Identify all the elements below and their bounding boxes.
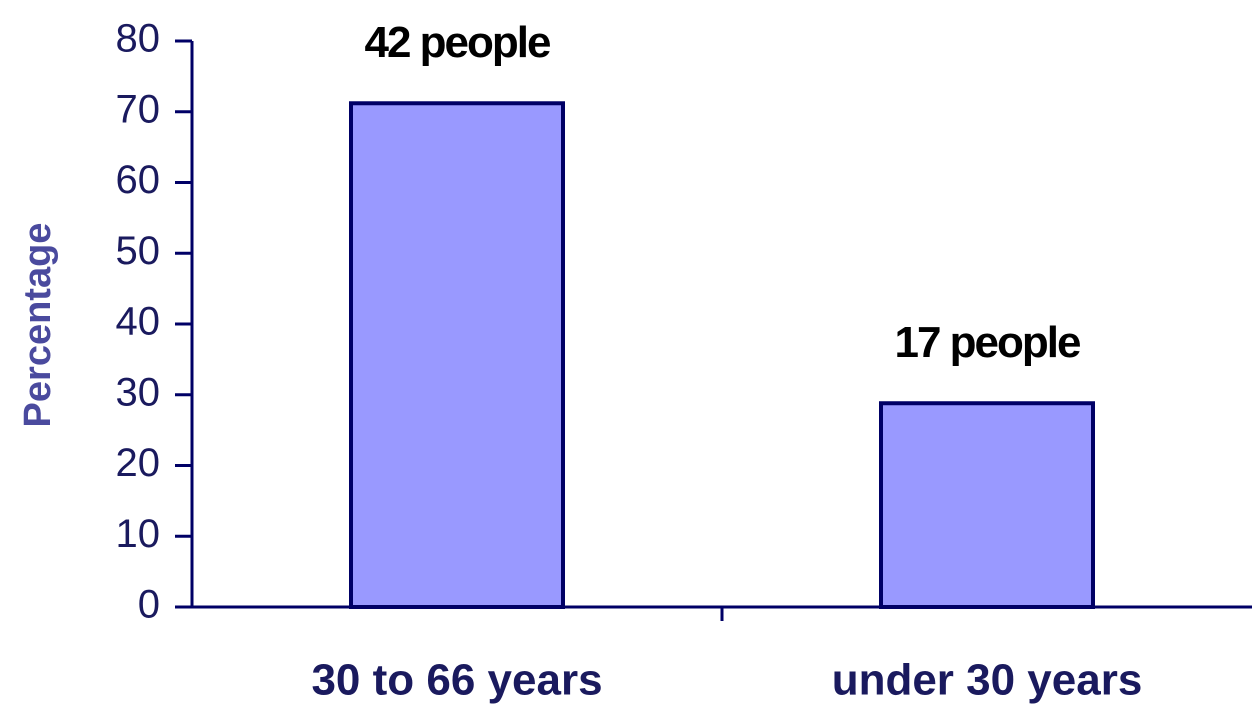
y-tick-label: 30 <box>116 370 161 414</box>
y-tick-label: 50 <box>116 229 161 273</box>
y-tick-label: 0 <box>138 583 160 627</box>
bar-annotation: 17 people <box>895 318 1080 367</box>
bar-annotation: 42 people <box>365 18 550 67</box>
y-tick-label: 10 <box>116 512 161 556</box>
x-tick-label: under 30 years <box>832 656 1143 705</box>
y-tick-label: 60 <box>116 158 161 202</box>
y-tick-label: 80 <box>116 17 161 61</box>
y-tick-label: 40 <box>116 300 161 344</box>
y-tick-label: 20 <box>116 441 161 485</box>
y-axis-label: Percentage <box>17 223 59 428</box>
bar <box>349 101 565 609</box>
bar <box>879 401 1095 609</box>
x-tick-label: 30 to 66 years <box>311 656 602 705</box>
y-tick-label: 70 <box>116 87 161 131</box>
